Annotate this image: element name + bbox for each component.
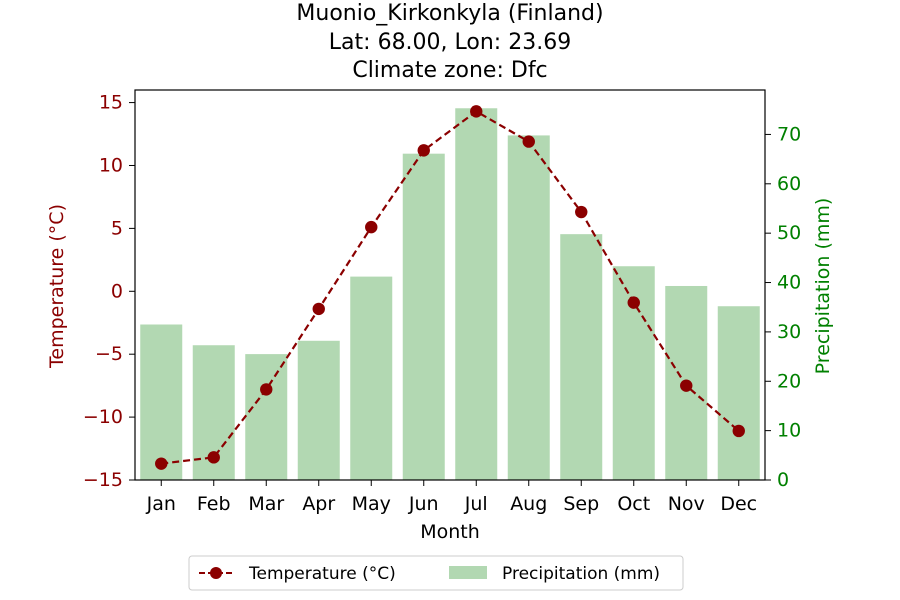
y-right-tick-label: 30 (777, 321, 801, 343)
temperature-point-may (365, 220, 378, 234)
precipitation-bar-jun (402, 153, 445, 481)
y-right-tick-label: 10 (777, 420, 801, 442)
y-left-tick-label: 5 (111, 217, 123, 239)
x-axis-label: Month (420, 521, 480, 543)
temperature-point-nov (680, 379, 693, 392)
y-right-tick-label: 40 (777, 272, 801, 294)
chart-title-line-2: Lat: 68.00, Lon: 23.69 (329, 30, 571, 55)
x-tick-label-sep: Sep (563, 493, 599, 515)
temperature-point-jun (417, 144, 430, 157)
temperature-point-aug (522, 135, 535, 148)
temperature-point-oct (627, 296, 640, 309)
y-right-tick-label: 0 (777, 469, 789, 491)
x-tick-label-jun: Jun (408, 493, 439, 515)
x-tick-label-may: May (352, 493, 391, 515)
legend: Temperature (°C) Precipitation (mm) (188, 555, 684, 591)
y-axis-right: 0 10 20 30 40 50 60 70 (765, 123, 801, 491)
x-tick-label-dec: Dec (720, 493, 757, 515)
y-left-tick-label: 15 (99, 92, 123, 114)
y-right-tick-label: 20 (777, 370, 801, 392)
temperature-point-apr (312, 302, 325, 316)
y-right-tick-label: 70 (777, 123, 801, 145)
precipitation-bars (140, 108, 760, 481)
precipitation-bar-aug (507, 135, 550, 480)
precipitation-bar-may (350, 276, 393, 480)
x-tick-label-mar: Mar (248, 493, 284, 515)
plot-frame (134, 89, 766, 481)
x-tick-label-jan: Jan (146, 493, 176, 515)
temperature-series (155, 105, 745, 470)
precipitation-bar-apr (297, 340, 340, 480)
y-right-tick-label: 60 (777, 173, 801, 195)
x-tick-label-feb: Feb (197, 493, 231, 515)
x-tick-label-jul: Jul (464, 493, 488, 515)
x-axis: Jan Feb Mar Apr May Jun Jul Aug Sep Oct Nov Dec (146, 480, 757, 515)
legend-precipitation-swatch (449, 566, 487, 579)
temperature-point-feb (207, 451, 220, 464)
y-right-tick-label: 50 (777, 222, 801, 244)
x-tick-label-apr: Apr (302, 493, 335, 515)
legend-box (188, 555, 684, 591)
temperature-point-jul (470, 105, 483, 118)
y-left-tick-label: −10 (83, 406, 123, 428)
temperature-point-jan (155, 457, 168, 470)
precipitation-bar-jan (140, 324, 183, 480)
temperature-point-sep (575, 205, 588, 219)
y-left-tick-label: 10 (99, 154, 123, 176)
temperature-line (161, 110, 740, 465)
x-tick-label-nov: Nov (668, 493, 705, 515)
chart-title-line-1: Muonio_Kirkonkyla (Finland) (296, 1, 603, 26)
legend-precipitation-label: Precipitation (mm) (502, 564, 660, 584)
y-left-tick-label: −5 (95, 343, 123, 365)
y-axis-left-label: Temperature (°C) (46, 204, 68, 369)
y-axis-right-label: Precipitation (mm) (812, 198, 834, 375)
precipitation-bar-mar (245, 354, 288, 480)
precipitation-bar-dec (717, 306, 760, 480)
y-left-tick-label: −15 (83, 469, 123, 491)
legend-temperature-label: Temperature (°C) (248, 564, 396, 584)
temperature-point-dec (732, 424, 745, 438)
chart-title-line-3: Climate zone: Dfc (352, 58, 547, 83)
precipitation-bar-jul (455, 108, 498, 481)
legend-temperature-marker (210, 567, 222, 579)
precipitation-bar-sep (560, 234, 603, 480)
temperature-point-mar (260, 383, 273, 396)
y-axis-left: −15 −10 −5 0 5 10 15 (83, 92, 135, 491)
y-left-tick-label: 0 (111, 280, 123, 302)
x-tick-label-oct: Oct (617, 493, 650, 515)
x-tick-label-aug: Aug (510, 493, 547, 515)
